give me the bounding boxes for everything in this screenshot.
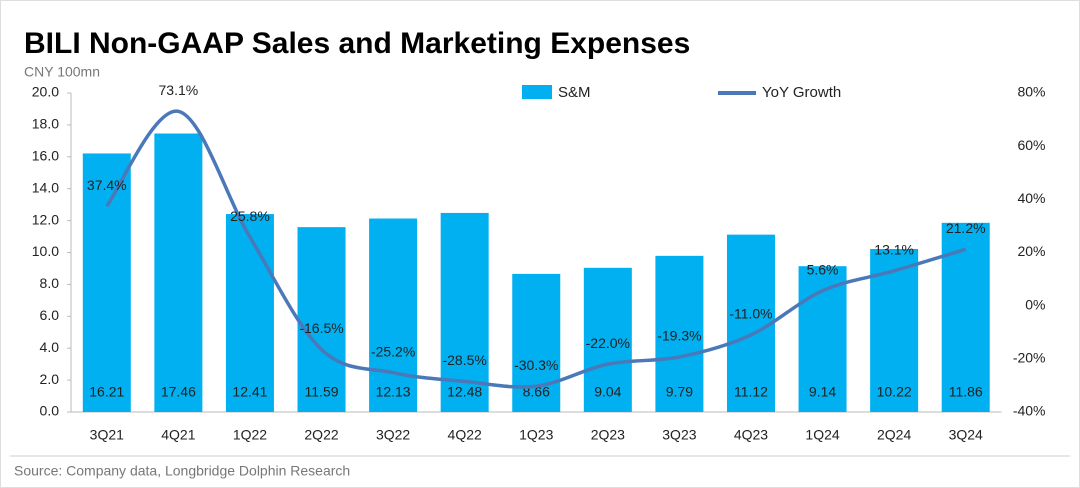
data-label: 17.46 xyxy=(161,384,196,400)
y-tick-label: 4.0 xyxy=(40,339,60,355)
data-label: 9.04 xyxy=(594,384,621,400)
source: Source: Company data, Longbridge Dolphin… xyxy=(14,463,350,479)
y-axis-label: CNY 100mn xyxy=(24,64,100,80)
x-tick-label: 2Q23 xyxy=(591,427,625,443)
y-tick-label: 18.0 xyxy=(32,116,59,132)
data-label: -22.0% xyxy=(586,335,630,351)
x-tick-label: 1Q22 xyxy=(233,427,267,443)
y2-tick-label: 20% xyxy=(1017,243,1045,259)
bar xyxy=(369,218,418,412)
y-tick-label: 20.0 xyxy=(32,84,59,100)
x-tick-label: 3Q24 xyxy=(949,427,983,443)
bar xyxy=(655,255,704,412)
bar xyxy=(297,227,346,412)
y2-tick-label: -20% xyxy=(1013,350,1046,366)
data-label: -30.3% xyxy=(514,357,558,373)
x-tick-label: 2Q22 xyxy=(304,427,338,443)
bar xyxy=(726,234,775,412)
y-tick-label: 2.0 xyxy=(40,371,60,387)
data-label: 9.14 xyxy=(809,384,836,400)
data-label: -19.3% xyxy=(657,328,701,344)
data-label: -16.5% xyxy=(299,320,343,336)
x-tick-label: 4Q22 xyxy=(448,427,482,443)
y-tick-label: 0.0 xyxy=(40,403,60,419)
data-label: 11.59 xyxy=(305,384,339,400)
line xyxy=(105,109,967,389)
y-tick-label: 10.0 xyxy=(32,243,59,259)
y-tick-label: 14.0 xyxy=(32,179,59,195)
bar xyxy=(225,214,274,412)
chart-title: BILI Non-GAAP Sales and Marketing Expens… xyxy=(24,27,690,60)
data-label: 11.86 xyxy=(949,384,983,400)
y-tick-label: 8.0 xyxy=(40,275,60,291)
data-label: 73.1% xyxy=(159,82,199,98)
y-tick-label: 12.0 xyxy=(32,211,59,227)
data-label: 9.79 xyxy=(666,384,693,400)
data-label: -25.2% xyxy=(371,343,415,359)
y2-tick-label: 80% xyxy=(1017,84,1045,100)
bar xyxy=(154,133,203,412)
data-label: 16.21 xyxy=(89,384,124,400)
data-label: 12.48 xyxy=(447,384,482,400)
x-tick-label: 1Q23 xyxy=(519,427,553,443)
x-tick-label: 4Q23 xyxy=(734,427,768,443)
data-label: 12.13 xyxy=(376,384,411,400)
y2-tick-label: 0% xyxy=(1025,296,1045,312)
x-tick-label: 3Q21 xyxy=(90,427,124,443)
x-tick-label: 3Q22 xyxy=(376,427,410,443)
data-label: 13.1% xyxy=(874,242,914,258)
bar xyxy=(82,153,131,412)
y-tick-label: 16.0 xyxy=(32,148,59,164)
data-label: -28.5% xyxy=(442,352,486,368)
y2-tick-label: 60% xyxy=(1017,137,1045,153)
data-label: 25.8% xyxy=(230,208,270,224)
data-label: 21.2% xyxy=(946,220,986,236)
data-label: 37.4% xyxy=(87,177,127,193)
bar xyxy=(512,273,561,412)
y2-tick-label: 40% xyxy=(1017,190,1045,206)
x-tick-label: 1Q24 xyxy=(805,427,839,443)
legend-label: S&M xyxy=(558,84,591,101)
y-tick-label: 6.0 xyxy=(40,307,60,323)
y2-tick-label: -40% xyxy=(1013,403,1046,419)
data-label: 12.41 xyxy=(232,384,267,400)
x-tick-label: 3Q23 xyxy=(662,427,696,443)
data-label: -11.0% xyxy=(729,306,772,322)
data-label: 5.6% xyxy=(807,261,839,277)
data-label: 11.12 xyxy=(734,384,768,400)
legend-swatch xyxy=(522,85,552,99)
x-tick-label: 2Q24 xyxy=(877,427,911,443)
bar xyxy=(583,267,632,412)
legend-label: YoY Growth xyxy=(762,84,841,101)
data-label: 10.22 xyxy=(877,384,912,400)
x-tick-label: 4Q21 xyxy=(161,427,195,443)
